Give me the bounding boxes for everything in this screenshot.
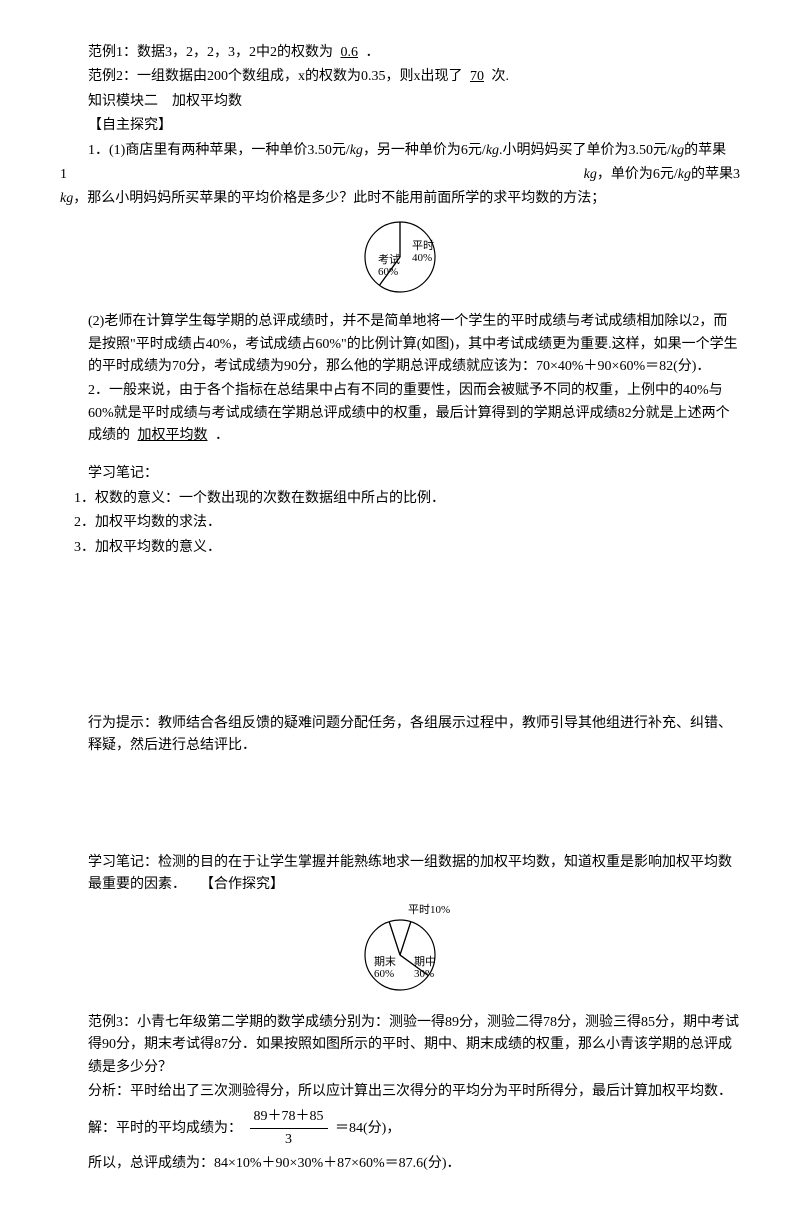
q2-answer: 加权平均数 [134, 428, 212, 443]
frac-den: 3 [250, 1129, 328, 1151]
q1-1-c: .小明妈妈买了单价为3.50元/ [499, 143, 671, 158]
q1-1-f: ，单价为6元/ [597, 167, 678, 182]
ex1-suffix: ． [366, 45, 380, 60]
ex2-answer: 70 [466, 69, 488, 84]
q1-part1-line3: kg，那么小明妈妈所买苹果的平均价格是多少？此时不能用前面所学的求平均数的方法； [60, 188, 740, 210]
pie-chart-1: 考试60% 平时40% [60, 217, 740, 305]
svg-text:平时10%: 平时10% [408, 903, 450, 916]
svg-text:期末: 期末 [374, 954, 396, 968]
pie2-svg: 平时10% 期中30% 期末60% [335, 903, 465, 998]
q1-1-h: ，那么小明妈妈所买苹果的平均价格是多少？此时不能用前面所学的求平均数的方法； [73, 191, 605, 206]
svg-text:60%: 60% [374, 968, 394, 980]
kg-4: kg [584, 167, 597, 182]
study-note-2: 学习笔记：检测的目的在于让学生掌握并能熟练地求一组数据的加权平均数，知道权重是影… [60, 852, 740, 897]
q2-suffix: ． [215, 428, 229, 443]
svg-text:40%: 40% [412, 252, 432, 264]
note-2: 2．加权平均数的求法． [60, 512, 740, 534]
svg-text:期中: 期中 [414, 955, 436, 968]
self-study-heading: 【自主探究】 [60, 115, 740, 137]
q1-part1-line2: 1 kg，单价为6元/kg的苹果3 [60, 164, 740, 186]
frac-num: 89＋78＋85 [250, 1106, 328, 1129]
note-3: 3．加权平均数的意义． [60, 537, 740, 559]
q1-part2: (2)老师在计算学生每学期的总评成绩时，并不是简单地将一个学生的平时成绩与考试成… [60, 311, 740, 378]
svg-text:考试: 考试 [378, 253, 400, 266]
example-3-question: 范例3：小青七年级第二学期的数学成绩分别为：测验一得89分，测验二得78分，测验… [60, 1012, 740, 1079]
ex3-s1b: ＝84(分)， [335, 1121, 400, 1136]
example-3-solution-1: 解：平时的平均成绩为： 89＋78＋85 3 ＝84(分)， [60, 1106, 740, 1152]
ex2-text: 范例2：一组数据由200个数组成，x的权数为0.35，则x出现了 [88, 69, 463, 84]
pie1-svg: 考试60% 平时40% [355, 217, 445, 297]
note-1: 1．权数的意义：一个数出现的次数在数据组中所占的比例． [60, 488, 740, 510]
kg-6: kg [60, 191, 73, 206]
notes-title: 学习笔记： [60, 463, 740, 485]
ex1-text: 范例1：数据3，2，2，3，2中2的权数为 [88, 45, 333, 60]
ex2-suffix: 次. [492, 69, 510, 84]
q1-1-d: 的苹果 [684, 143, 726, 158]
kg-2: kg [486, 143, 499, 158]
svg-text:30%: 30% [414, 968, 434, 980]
example-1: 范例1：数据3，2，2，3，2中2的权数为 0.6 ． [60, 42, 740, 64]
module-2-title: 知识模块二 加权平均数 [60, 91, 740, 113]
ex3-s1a: 解：平时的平均成绩为： [88, 1121, 242, 1136]
kg-3: kg [671, 143, 684, 158]
example-2: 范例2：一组数据由200个数组成，x的权数为0.35，则x出现了 70 次. [60, 66, 740, 88]
behavior-hint: 行为提示：教师结合各组反馈的疑难问题分配任务，各组展示过程中，教师引导其他组进行… [60, 713, 740, 758]
example-3-analysis: 分析：平时给出了三次测验得分，所以应计算出三次得分的平均分为平时所得分，最后计算… [60, 1081, 740, 1103]
q2: 2．一般来说，由于各个指标在总结果中占有不同的重要性，因而会被赋予不同的权重，上… [60, 380, 740, 447]
q1-1-e: 1 [60, 167, 67, 182]
fraction: 89＋78＋85 3 [250, 1106, 328, 1152]
q1-1-g: 的苹果3 [691, 167, 740, 182]
example-3-solution-2: 所以，总评成绩为：84×10%＋90×30%＋87×60%＝87.6(分)． [60, 1153, 740, 1175]
svg-text:60%: 60% [378, 266, 398, 278]
kg-5: kg [678, 167, 691, 182]
pie-chart-2: 平时10% 期中30% 期末60% [60, 903, 740, 1006]
kg-1: kg [350, 143, 363, 158]
svg-text:平时: 平时 [412, 239, 434, 252]
ex1-answer: 0.6 [337, 45, 363, 60]
q1-1-a: 1．(1)商店里有两种苹果，一种单价3.50元/ [60, 140, 350, 162]
q1-part1: 1．(1)商店里有两种苹果，一种单价3.50元/kg，另一种单价为6元/kg.小… [60, 140, 740, 162]
q1-1-b: ，另一种单价为6元/ [363, 143, 486, 158]
